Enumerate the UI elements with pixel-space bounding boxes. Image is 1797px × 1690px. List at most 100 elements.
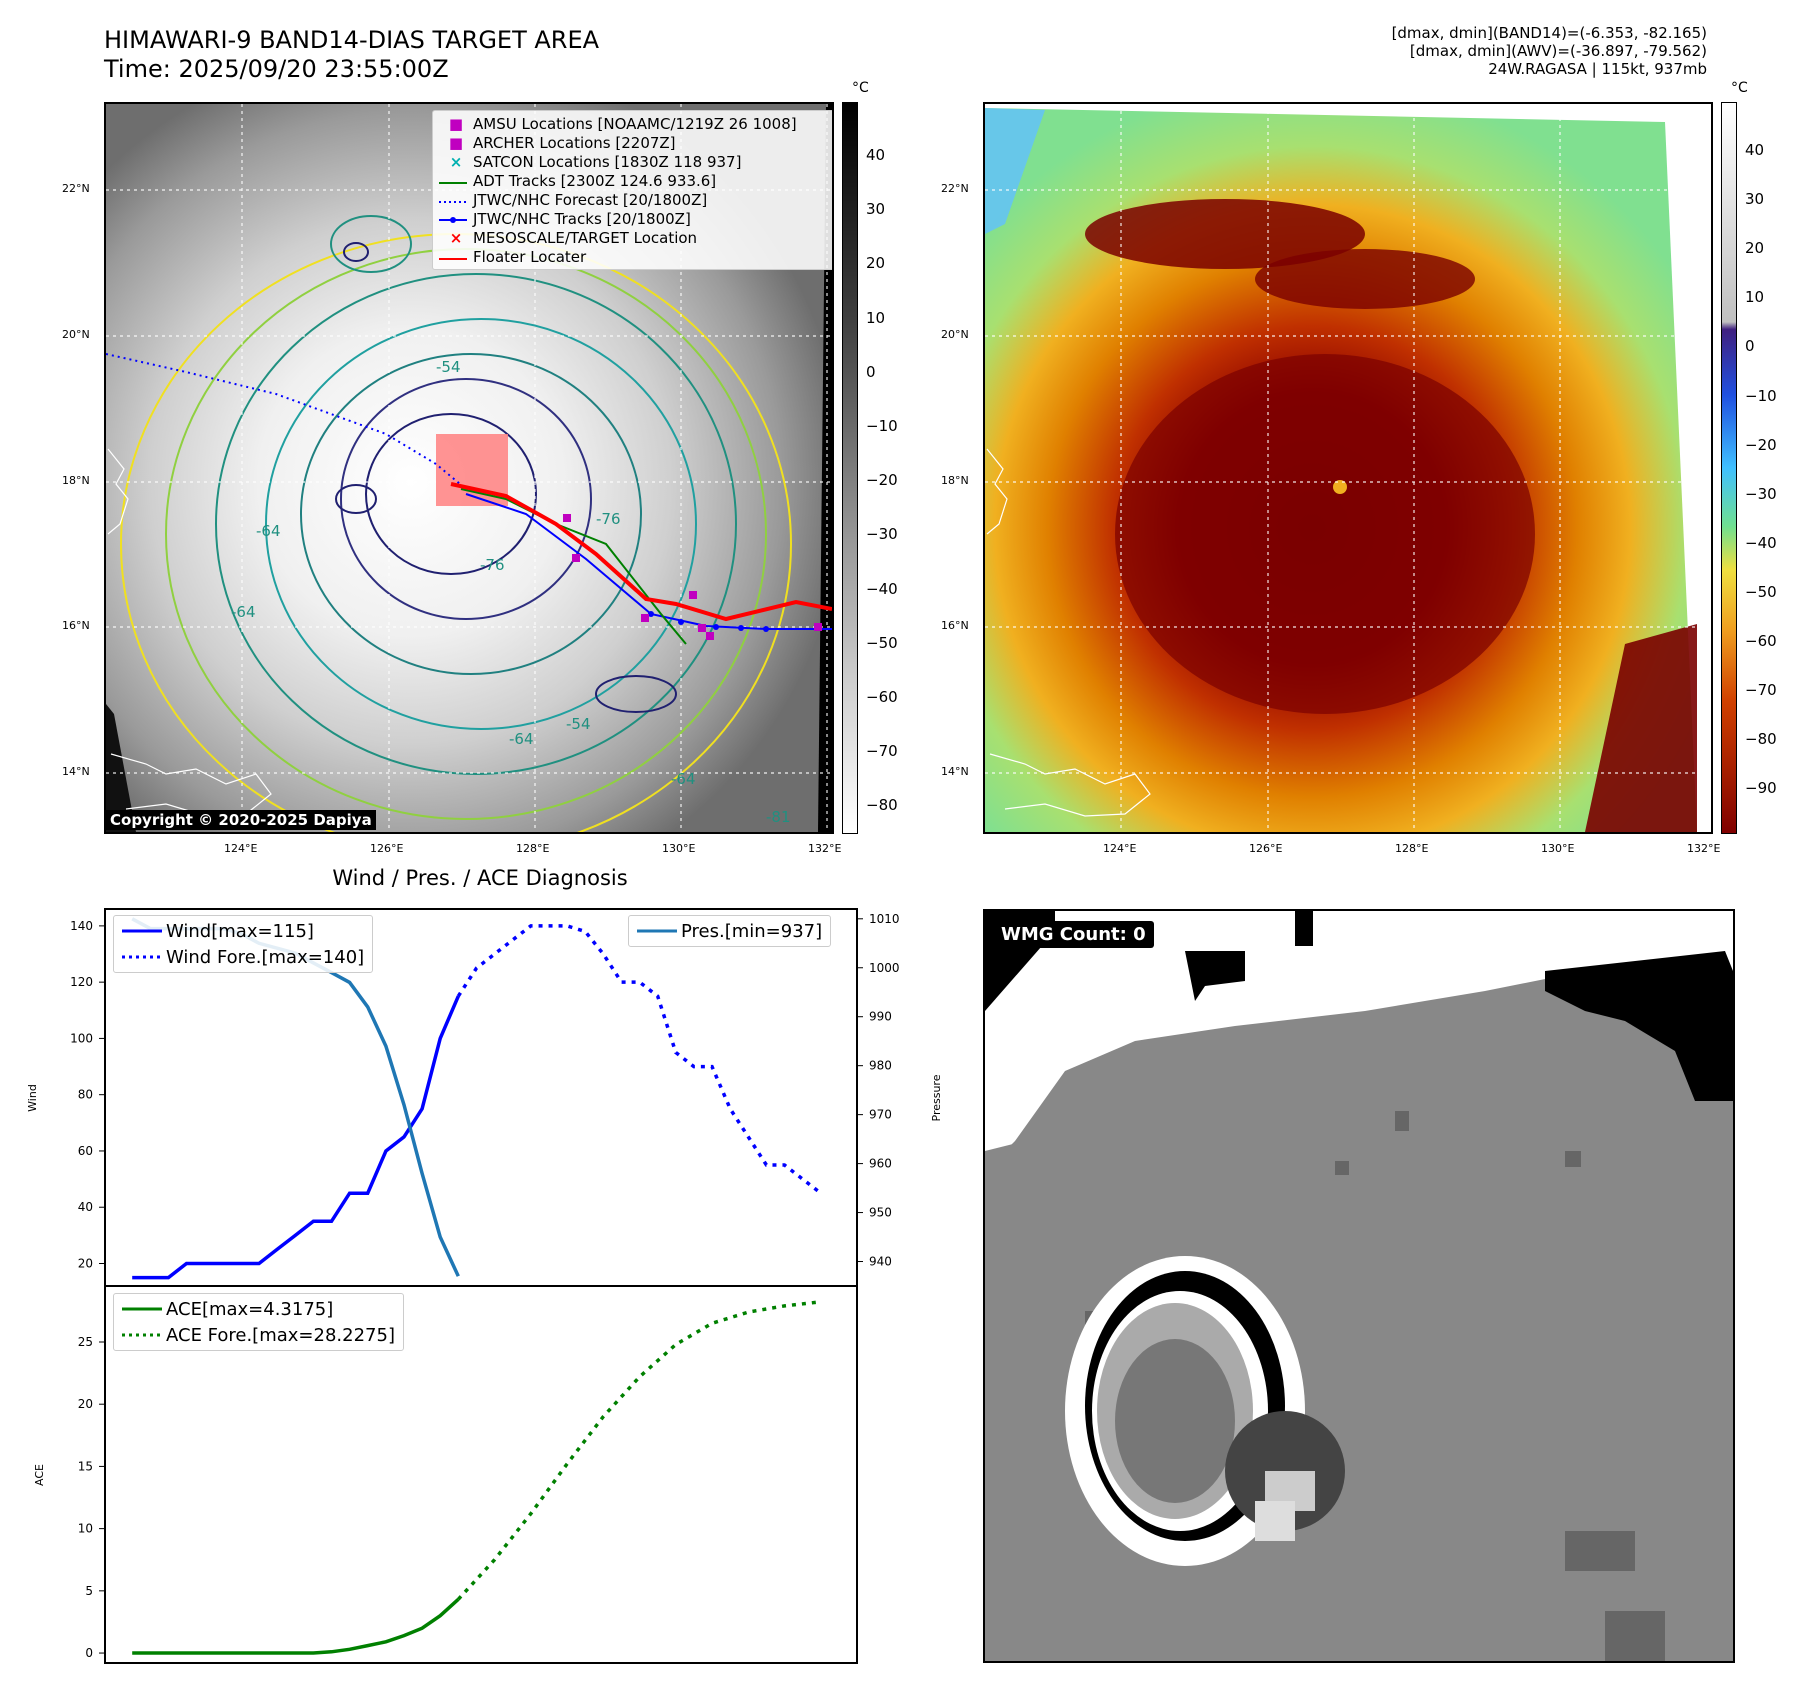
colorbar-tick-label: 10 — [866, 308, 886, 327]
series-ace-max-4-3175- — [132, 1598, 460, 1655]
lon-label: 128°E — [516, 842, 550, 855]
legend-item-wind-forecast: Wind Fore.[max=140] — [122, 944, 364, 970]
legend-dotted-line-icon — [439, 191, 473, 209]
colorbar-tick-label: −90 — [1745, 779, 1777, 798]
colorbar-tick-label: −70 — [1745, 681, 1777, 700]
colorbar-tick-label: −50 — [1745, 582, 1777, 601]
legend-solid-line-icon — [122, 929, 162, 933]
lon-label: 132°E — [1687, 842, 1721, 855]
ace-tick-label: 20 — [78, 1397, 93, 1411]
legend-dotted-line-icon — [122, 1333, 162, 1337]
colorbar-right — [1721, 102, 1737, 834]
colorbar-right-unit: °C — [1731, 80, 1748, 96]
legend-item-archer: ■ ARCHER Locations [2207Z] — [439, 133, 832, 152]
colorbar-tick-label: 20 — [866, 254, 886, 273]
colorbar-tick-label: −40 — [1745, 533, 1777, 552]
wind-legend: Wind[max=115] Wind Fore.[max=140] — [113, 915, 374, 973]
svg-text:-54: -54 — [436, 358, 461, 376]
colorbar-tick-label: −60 — [1745, 632, 1777, 650]
legend-item-floater: Floater Locater — [439, 247, 832, 266]
wind-tick-label: 100 — [70, 1031, 93, 1045]
legend-item-pressure: Pres.[min=937] — [637, 918, 822, 944]
figure-time: Time: 2025/09/20 23:55:00Z — [104, 55, 449, 83]
lat-label: 14°N — [62, 765, 90, 778]
colorbar-tick-label: −10 — [866, 417, 898, 435]
svg-text:-64: -64 — [231, 603, 256, 621]
lat-label: 22°N — [941, 182, 969, 195]
copyright-label: Copyright © 2020-2025 Dapiya — [106, 810, 376, 830]
svg-text:-64: -64 — [256, 522, 281, 540]
colorbar-tick-label: 40 — [1745, 141, 1765, 159]
colorbar-tick-label: −80 — [866, 796, 898, 815]
colorbar-tick-label: −20 — [866, 471, 898, 490]
colorbar-tick-label: −50 — [866, 633, 898, 652]
lat-label: 20°N — [62, 328, 90, 341]
info-block: [dmax, dmin](BAND14)=(-6.353, -82.165) [… — [1107, 24, 1707, 78]
colorbar-tick-label: −40 — [866, 579, 898, 598]
lon-label: 128°E — [1395, 842, 1429, 855]
legend-item-ace-forecast: ACE Fore.[max=28.2275] — [122, 1322, 395, 1348]
legend-square-icon: ■ — [448, 114, 464, 133]
colorbar-tick-label: 0 — [866, 362, 876, 381]
legend-item-ace: ACE[max=4.3175] — [122, 1296, 395, 1322]
lon-label: 124°E — [224, 842, 258, 855]
colorbar-tick-label: −60 — [866, 688, 898, 706]
series-wind-max-115- — [132, 995, 460, 1280]
ace-tick-label: 10 — [78, 1522, 93, 1536]
pressure-tick-label: 980 — [869, 1059, 892, 1073]
svg-text:-64: -64 — [671, 770, 696, 788]
legend-x-icon: × — [449, 152, 463, 171]
ace-axis-label: ACE — [33, 1464, 46, 1486]
colorbar-tick-label: 40 — [866, 146, 886, 164]
legend-item-adt: ADT Tracks [2300Z 124.6 933.6] — [439, 171, 832, 190]
lon-label: 132°E — [808, 842, 842, 855]
legend-square-icon: ■ — [448, 133, 464, 152]
svg-text:-76: -76 — [596, 510, 621, 528]
legend-line-icon — [439, 172, 473, 190]
lat-label: 18°N — [62, 474, 90, 487]
ace-tick-label: 5 — [85, 1584, 93, 1598]
pressure-tick-label: 970 — [869, 1108, 892, 1122]
wind-tick-label: 60 — [78, 1144, 93, 1158]
legend-item-satcon: × SATCON Locations [1830Z 118 937] — [439, 152, 832, 171]
lat-label: 14°N — [941, 765, 969, 778]
colorbar-tick-label: −70 — [866, 742, 898, 761]
wind-axis-label: Wind — [26, 1084, 39, 1112]
pressure-tick-label: 1000 — [869, 961, 900, 975]
ace-legend: ACE[max=4.3175] ACE Fore.[max=28.2275] — [113, 1293, 404, 1351]
colorbar-tick-label: −30 — [1745, 484, 1777, 503]
legend-dotted-line-icon — [122, 955, 162, 959]
ace-tick-label: 0 — [85, 1646, 93, 1660]
wind-tick-label: 140 — [70, 919, 93, 933]
ace-tick-label: 15 — [78, 1459, 93, 1473]
svg-text:-81: -81 — [766, 808, 791, 826]
lon-label: 130°E — [662, 842, 696, 855]
wmg-image — [985, 911, 1733, 1661]
pressure-tick-label: 960 — [869, 1157, 892, 1171]
legend-item-jtwc-forecast: JTWC/NHC Forecast [20/1800Z] — [439, 190, 832, 209]
legend-item-amsu: ■ AMSU Locations [NOAAMC/1219Z 26 1008] — [439, 114, 832, 133]
legend-item-jtwc-tracks: JTWC/NHC Tracks [20/1800Z] — [439, 209, 832, 228]
colorbar-left — [842, 102, 858, 834]
info-line-awv: [dmax, dmin](AWV)=(-36.897, -79.562) — [1409, 42, 1707, 60]
ace-axes — [104, 1285, 858, 1664]
pressure-tick-label: 940 — [869, 1255, 892, 1269]
colorbar-tick-label: −30 — [866, 525, 898, 544]
info-line-storm: 24W.RAGASA | 115kt, 937mb — [1488, 60, 1707, 78]
lon-label: 126°E — [1249, 842, 1283, 855]
colorbar-left-unit: °C — [852, 80, 869, 96]
legend-x-icon: × — [449, 228, 463, 247]
series-ace-fore-max-28-2275- — [457, 1300, 821, 1601]
colorbar-tick-label: 20 — [1745, 239, 1765, 258]
diagnosis-title: Wind / Pres. / ACE Diagnosis — [332, 866, 628, 890]
wmg-count-label: WMG Count: 0 — [993, 921, 1154, 948]
pressure-tick-label: 1010 — [869, 912, 900, 926]
legend-line-dot-icon — [439, 210, 473, 228]
legend-item-wind: Wind[max=115] — [122, 918, 364, 944]
map-legend: ■ AMSU Locations [NOAAMC/1219Z 26 1008] … — [432, 110, 832, 270]
info-line-band14: [dmax, dmin](BAND14)=(-6.353, -82.165) — [1391, 24, 1707, 42]
lat-label: 22°N — [62, 182, 90, 195]
colorbar-tick-label: 30 — [1745, 190, 1765, 209]
svg-text:-76: -76 — [480, 556, 505, 574]
colorbar-tick-label: −10 — [1745, 386, 1777, 405]
